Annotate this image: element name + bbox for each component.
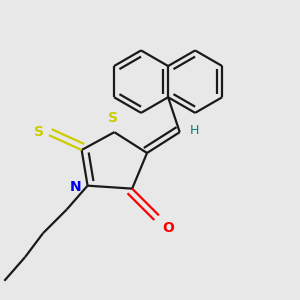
Text: H: H [190, 124, 200, 137]
Text: S: S [108, 111, 118, 125]
Text: S: S [34, 125, 44, 139]
Text: O: O [162, 221, 174, 235]
Text: N: N [70, 180, 82, 194]
